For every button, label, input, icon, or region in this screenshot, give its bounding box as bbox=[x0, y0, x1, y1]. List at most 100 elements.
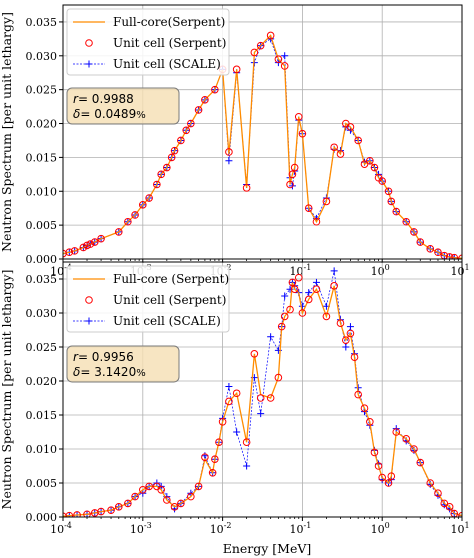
legend-label: Unit cell (Serpent) bbox=[113, 36, 226, 50]
y-tick-label: 0.000 bbox=[26, 511, 58, 524]
x-tick-exponent: -1 bbox=[304, 521, 312, 530]
y-tick-label: 0.010 bbox=[26, 443, 58, 456]
data-point bbox=[274, 373, 283, 382]
data-point bbox=[266, 31, 275, 40]
data-point bbox=[139, 201, 147, 209]
series-line bbox=[63, 270, 462, 517]
data-point bbox=[208, 469, 217, 477]
data-point bbox=[163, 496, 171, 504]
data-point bbox=[124, 217, 132, 226]
data-point bbox=[312, 278, 320, 286]
data-point bbox=[392, 428, 401, 436]
data-point bbox=[182, 126, 191, 135]
y-tick-label: 0.015 bbox=[26, 151, 58, 164]
data-point bbox=[366, 156, 374, 165]
legend: Full-core(Serpent) Unit cell (Serpent) Uni… bbox=[66, 8, 230, 76]
data-point bbox=[114, 228, 123, 236]
data-point bbox=[458, 511, 462, 517]
stats-delta-value: = 0.0489 bbox=[80, 107, 136, 121]
data-point bbox=[73, 511, 81, 517]
x-tick-label: 10-1 bbox=[290, 263, 312, 278]
data-point bbox=[167, 153, 176, 162]
data-point bbox=[378, 177, 387, 185]
data-point bbox=[416, 238, 425, 246]
x-axis-label: Energy [MeV] bbox=[223, 541, 312, 556]
data-point bbox=[440, 499, 449, 508]
data-point bbox=[370, 163, 379, 172]
y-tick-label: 0.000 bbox=[26, 253, 58, 266]
data-point bbox=[336, 319, 345, 328]
data-point bbox=[458, 254, 462, 259]
x-tick-label: 10-2 bbox=[210, 521, 232, 536]
data-point bbox=[445, 253, 454, 259]
data-point bbox=[298, 309, 307, 317]
stats-box-bg bbox=[66, 87, 180, 125]
data-point bbox=[83, 241, 91, 250]
data-point bbox=[354, 136, 362, 145]
stats-r: r= 0.9988 bbox=[73, 92, 134, 106]
plot-frame bbox=[62, 261, 463, 518]
panel-2: 0.000 0.005 0.010 0.015 0.020 0.025 0.030 0.035… bbox=[0, 261, 470, 536]
y-tick-label: 0.030 bbox=[26, 50, 58, 63]
data-point bbox=[288, 170, 297, 179]
data-point bbox=[288, 278, 297, 287]
stats-r: r= 0.9956 bbox=[73, 350, 134, 364]
legend-box bbox=[66, 265, 230, 333]
data-point bbox=[177, 499, 185, 508]
legend-marker bbox=[85, 60, 93, 68]
plot-area bbox=[63, 267, 462, 517]
data-point bbox=[250, 350, 259, 358]
data-point bbox=[277, 322, 286, 331]
data-point bbox=[360, 160, 369, 168]
data-point bbox=[97, 234, 105, 243]
series-unit-cell-serpent- bbox=[63, 273, 462, 517]
data-point bbox=[225, 157, 233, 165]
data-point bbox=[243, 462, 251, 470]
data-point bbox=[170, 146, 179, 155]
legend-box bbox=[66, 8, 230, 76]
data-point bbox=[139, 486, 147, 494]
data-point bbox=[387, 197, 396, 206]
data-point bbox=[298, 129, 307, 138]
data-point bbox=[350, 353, 359, 362]
data-point bbox=[242, 184, 251, 192]
legend-label: Unit cell (SCALE) bbox=[113, 314, 221, 328]
data-point bbox=[286, 180, 294, 189]
x-tick-label: 100 bbox=[371, 521, 390, 536]
data-point bbox=[281, 52, 289, 60]
data-point bbox=[194, 106, 203, 114]
y-axis-label: Neutron Spectrum [per unit lethargy] bbox=[0, 270, 14, 510]
legend-label: Full-core (Serpent) bbox=[113, 272, 229, 286]
data-point bbox=[445, 503, 454, 511]
data-point bbox=[267, 333, 275, 341]
legend-label: Unit cell (Serpent) bbox=[113, 293, 226, 307]
data-point bbox=[384, 187, 393, 196]
stats-delta: δ= 3.1420% bbox=[73, 365, 146, 379]
data-point bbox=[225, 382, 233, 390]
stats-delta-value: = 3.1420 bbox=[80, 365, 136, 379]
data-point bbox=[330, 282, 338, 290]
data-point bbox=[290, 163, 299, 172]
legend-marker bbox=[85, 39, 93, 47]
data-point bbox=[107, 506, 115, 515]
data-point bbox=[346, 323, 354, 331]
data-point bbox=[374, 462, 383, 470]
data-point bbox=[145, 482, 153, 491]
stats-r-value: = 0.9956 bbox=[78, 350, 134, 364]
data-point bbox=[90, 238, 99, 246]
data-point bbox=[124, 499, 132, 508]
data-point bbox=[218, 418, 227, 426]
data-point bbox=[294, 112, 303, 121]
data-point bbox=[312, 217, 321, 226]
data-point bbox=[434, 489, 442, 498]
y-tick-label: 0.035 bbox=[26, 273, 58, 286]
stats-r-symbol: r bbox=[73, 92, 79, 106]
stats-delta-unit: % bbox=[136, 368, 146, 379]
x-tick-exponent: -2 bbox=[224, 521, 232, 530]
data-point bbox=[366, 418, 374, 426]
y-tick-label: 0.010 bbox=[26, 185, 58, 198]
data-point bbox=[211, 455, 219, 464]
data-point bbox=[294, 273, 303, 282]
data-point bbox=[370, 448, 379, 457]
data-point bbox=[384, 479, 393, 487]
